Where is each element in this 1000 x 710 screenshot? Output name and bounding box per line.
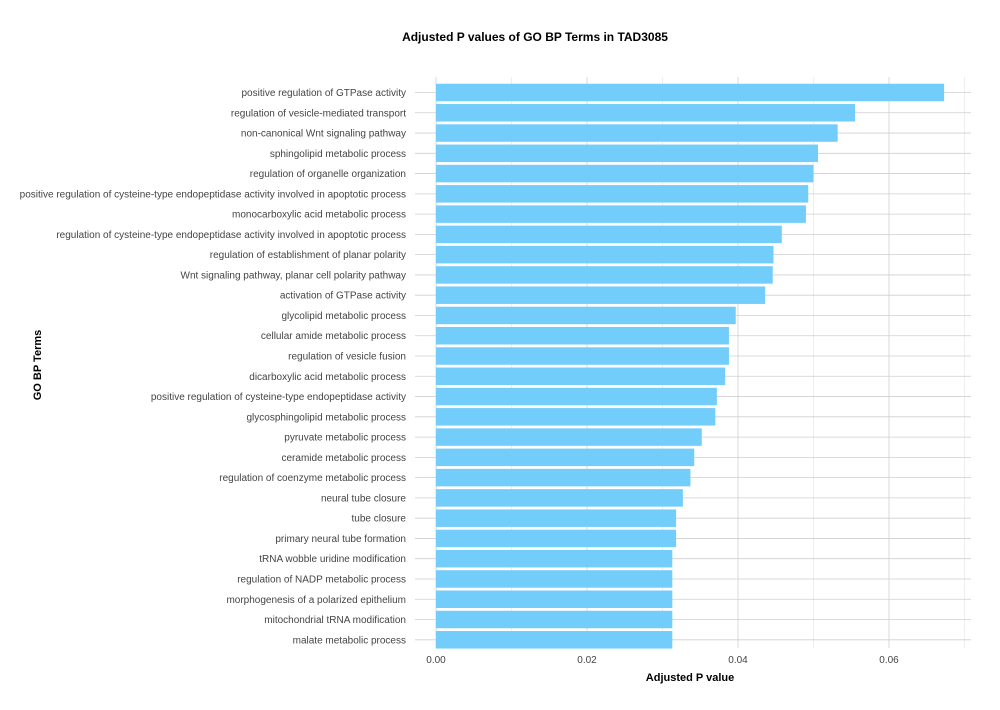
bar xyxy=(436,367,726,386)
category-label: dicarboxylic acid metabolic process xyxy=(249,372,406,383)
bar xyxy=(436,610,673,629)
category-label: regulation of organelle organization xyxy=(250,169,406,180)
category-label: cellular amide metabolic process xyxy=(261,331,406,342)
bar xyxy=(436,509,677,527)
bar xyxy=(436,205,806,223)
category-label: activation of GTPase activity xyxy=(280,291,406,302)
bar xyxy=(436,266,773,284)
bar xyxy=(436,144,819,163)
category-label: sphingolipid metabolic process xyxy=(270,149,406,160)
category-label: morphogenesis of a polarized epithelium xyxy=(226,595,406,606)
bar xyxy=(436,489,683,507)
category-label: malate metabolic process xyxy=(293,635,406,646)
chart-title: Adjusted P values of GO BP Terms in TAD3… xyxy=(402,30,668,44)
category-label: glycosphingolipid metabolic process xyxy=(246,412,406,423)
x-tick-label: 0.02 xyxy=(577,655,597,666)
bar xyxy=(436,387,717,406)
category-label: tube closure xyxy=(352,514,407,525)
category-labels: positive regulation of GTPase activity re… xyxy=(20,88,407,646)
bar xyxy=(436,529,677,548)
bar xyxy=(436,347,729,365)
bar xyxy=(436,448,695,467)
category-label: ceramide metabolic process xyxy=(282,453,407,464)
bar xyxy=(436,468,691,487)
category-label: pyruvate metabolic process xyxy=(284,433,406,444)
category-label: regulation of establishment of planar po… xyxy=(210,250,406,261)
category-label: regulation of cysteine-type endopeptidas… xyxy=(56,230,406,241)
bar xyxy=(436,83,945,102)
bar xyxy=(436,549,673,568)
bar xyxy=(436,428,702,446)
x-tick-label: 0.04 xyxy=(728,655,748,666)
x-tick-labels: 0.00 0.02 0.04 0.06 xyxy=(426,655,899,666)
y-axis-title: GO BP Terms xyxy=(32,330,44,401)
category-label: regulation of vesicle fusion xyxy=(288,352,406,363)
bar xyxy=(436,225,782,244)
category-label: neural tube closure xyxy=(321,493,406,504)
category-label: regulation of NADP metabolic process xyxy=(237,574,406,585)
bar xyxy=(436,286,766,304)
category-label: primary neural tube formation xyxy=(275,534,406,545)
bar xyxy=(436,570,673,588)
bar xyxy=(436,631,673,649)
bar xyxy=(436,408,716,426)
bars xyxy=(436,83,945,649)
category-label: positive regulation of GTPase activity xyxy=(241,88,406,99)
x-tick-label: 0.06 xyxy=(879,655,899,666)
bar xyxy=(436,185,809,203)
category-label: Wnt signaling pathway, planar cell polar… xyxy=(181,270,407,281)
x-axis-title: Adjusted P value xyxy=(646,672,734,684)
category-label: regulation of vesicle-mediated transport xyxy=(231,108,406,119)
category-label: positive regulation of cysteine-type end… xyxy=(151,392,406,403)
bar xyxy=(436,306,736,325)
bar xyxy=(436,124,838,142)
category-label: mitochondrial tRNA modification xyxy=(264,615,406,626)
category-label: non-canonical Wnt signaling pathway xyxy=(241,129,406,140)
category-label: glycolipid metabolic process xyxy=(281,311,406,322)
x-tick-label: 0.00 xyxy=(426,655,446,666)
bar xyxy=(436,245,774,264)
bar xyxy=(436,164,814,183)
category-label: positive regulation of cysteine-type end… xyxy=(20,189,406,200)
category-label: monocarboxylic acid metabolic process xyxy=(232,210,406,221)
category-label: tRNA wobble uridine modification xyxy=(259,554,406,565)
bar xyxy=(436,590,673,608)
bar xyxy=(436,104,856,122)
bar xyxy=(436,326,729,345)
category-label: regulation of coenzyme metabolic process xyxy=(219,473,406,484)
